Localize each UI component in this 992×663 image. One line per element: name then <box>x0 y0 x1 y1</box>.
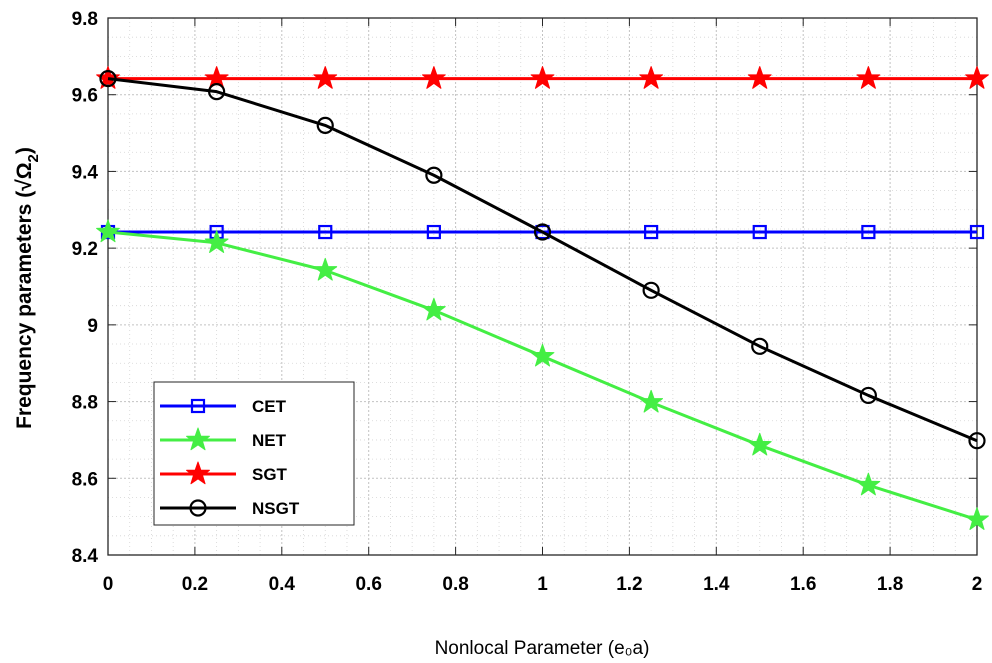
x-tick-label: 1.2 <box>616 574 642 595</box>
data-point-sgt <box>747 66 772 89</box>
x-tick-labels: 0 0.2 0.4 0.6 0.8 1 1.2 1.4 1.6 1.8 2 <box>103 574 983 595</box>
legend-marker-cet <box>190 398 206 414</box>
x-tick-label: 1.8 <box>877 574 903 595</box>
data-point-net <box>204 230 229 253</box>
data-point-nsgt <box>425 166 443 184</box>
y-tick-label: 9.2 <box>72 239 98 260</box>
series-net <box>96 219 989 530</box>
series-line-nsgt <box>107 77 978 443</box>
y-axis-title-end: ) <box>13 147 36 154</box>
y-tick-label: 9.8 <box>72 9 98 30</box>
y-tick-label: 9.4 <box>72 162 99 183</box>
data-point-net <box>421 297 446 321</box>
data-point-sgt <box>96 66 120 89</box>
data-point-sgt <box>856 66 881 89</box>
x-tick-label: 1.6 <box>790 574 816 595</box>
legend-label-sgt: SGT <box>252 465 288 484</box>
legend-item-cet: CET <box>160 397 287 416</box>
data-point-sgt <box>639 66 664 89</box>
legend-item-net: NET <box>160 427 287 451</box>
legend-item-sgt: SGT <box>160 461 288 485</box>
data-point-nsgt <box>968 432 986 450</box>
data-point-net <box>856 472 881 496</box>
y-tick-labels: 8.4 8.6 8.8 9 9.2 9.4 9.6 9.8 <box>72 9 99 567</box>
data-point-net <box>96 219 120 243</box>
data-point-sgt <box>530 66 555 89</box>
y-axis-title-subscript: 2 <box>25 154 42 162</box>
legend-item-nsgt: NSGT <box>160 499 300 518</box>
data-point-cet <box>861 224 876 240</box>
data-point-sgt <box>313 66 338 89</box>
series-nsgt <box>99 70 986 450</box>
series-sgt <box>96 66 989 89</box>
data-point-sgt <box>965 66 989 89</box>
x-tick-label: 0.4 <box>269 574 296 595</box>
data-point-nsgt <box>751 337 769 355</box>
legend-label-nsgt: NSGT <box>252 499 300 518</box>
x-tick-label: 0.8 <box>442 574 468 595</box>
x-tick-label: 1 <box>537 574 548 595</box>
legend-marker-nsgt <box>189 499 207 517</box>
y-tick-label: 9.6 <box>72 86 98 107</box>
y-tick-label: 8.8 <box>72 393 98 414</box>
data-point-cet <box>969 224 985 240</box>
x-tick-label: 2 <box>972 574 983 595</box>
legend-label-net: NET <box>252 431 287 450</box>
legend-marker-net <box>186 427 210 451</box>
data-point-cet <box>318 224 333 240</box>
data-point-nsgt <box>642 281 660 299</box>
data-point-net <box>639 389 664 413</box>
x-tick-label: 0 <box>103 574 114 595</box>
data-point-nsgt <box>316 116 334 135</box>
data-point-nsgt <box>99 70 117 88</box>
x-tick-label: 1.4 <box>703 574 730 595</box>
data-point-net <box>313 257 338 281</box>
x-tick-label: 0.2 <box>182 574 208 595</box>
y-tick-label: 8.4 <box>72 546 99 567</box>
series-layer <box>96 66 989 530</box>
data-point-nsgt <box>859 386 877 405</box>
y-axis-title: Frequency parameters (√Ω2) <box>13 147 42 429</box>
data-point-nsgt <box>208 83 226 101</box>
data-point-cet <box>535 224 550 240</box>
data-point-nsgt <box>533 223 552 241</box>
data-point-cet <box>426 224 441 240</box>
data-point-cet <box>752 224 767 240</box>
legend-label-cet: CET <box>252 397 287 416</box>
y-tick-label: 9 <box>87 316 98 337</box>
x-tick-label: 0.6 <box>355 574 381 595</box>
data-point-net <box>530 343 555 367</box>
x-axis-title: Nonlocal Parameter (e₀a) <box>435 638 650 659</box>
data-point-net <box>965 507 989 530</box>
axis-ticks <box>107 17 978 556</box>
y-axis-title-main: Frequency parameters (√Ω <box>13 162 36 428</box>
legend: CET NET SGT NSGT <box>153 381 355 526</box>
data-point-cet <box>644 224 659 240</box>
data-point-net <box>747 432 772 456</box>
data-point-sgt <box>421 66 446 89</box>
y-tick-label: 8.6 <box>72 469 98 490</box>
legend-marker-sgt <box>186 461 210 485</box>
